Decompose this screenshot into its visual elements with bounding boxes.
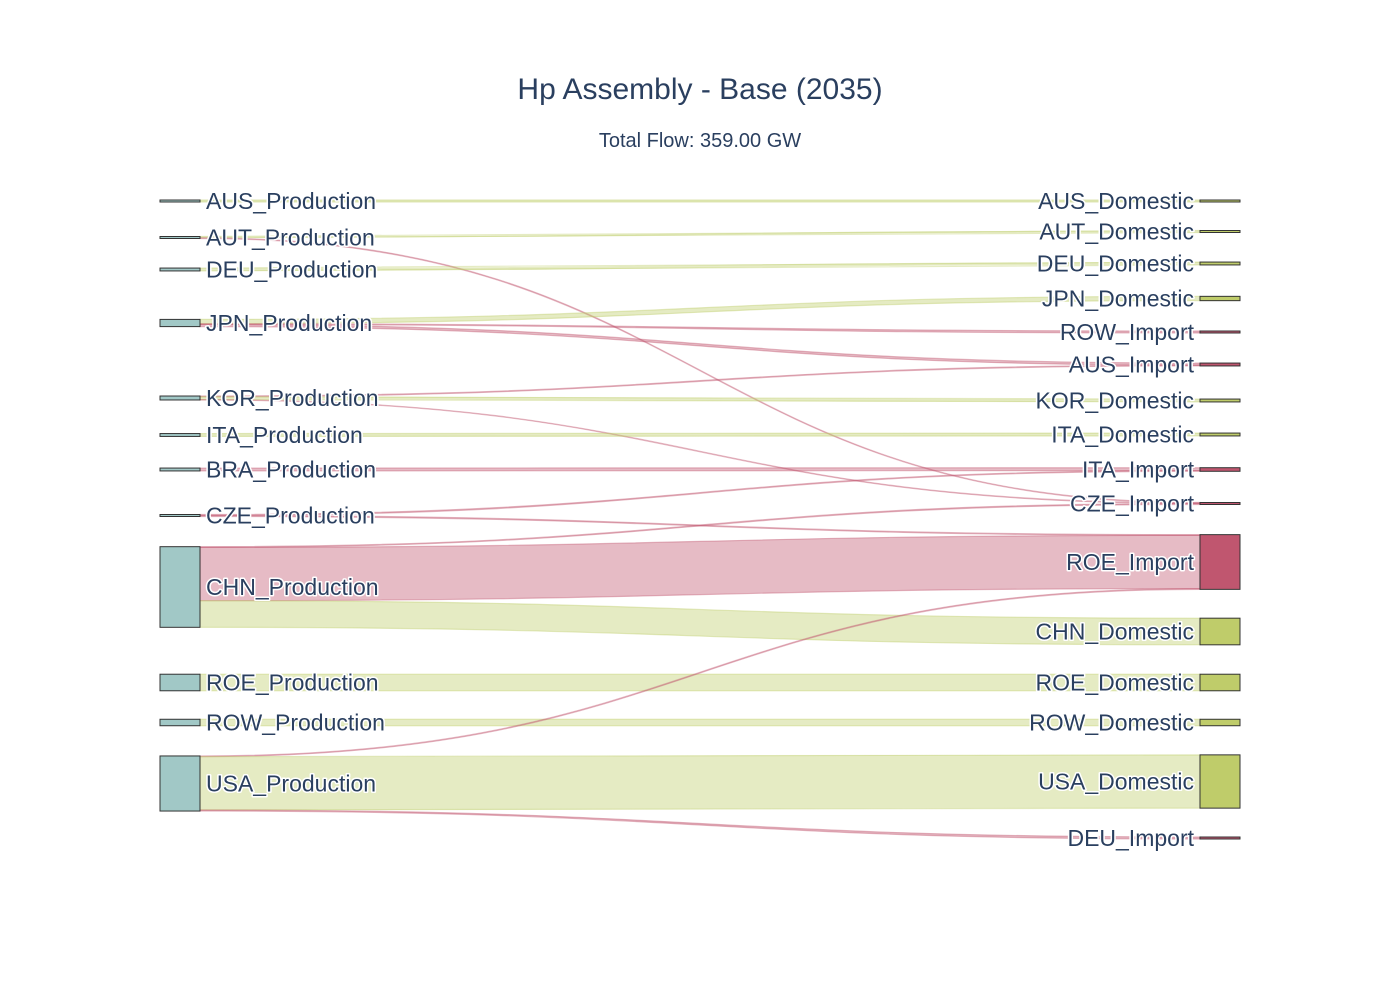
node-row-production bbox=[159, 718, 201, 727]
link-usa-production-to-deu-import bbox=[199, 809, 1201, 840]
node-jpn-production bbox=[159, 318, 201, 328]
node-label-jpn-production: JPN_Production bbox=[206, 310, 372, 336]
node-aut-domestic bbox=[1199, 230, 1241, 233]
node-label-row-domestic: ROW_Domestic bbox=[1029, 710, 1194, 736]
node-aus-domestic bbox=[1199, 199, 1241, 203]
node-chn-production bbox=[159, 546, 201, 628]
node-row-import bbox=[1199, 330, 1241, 334]
chart-title: Hp Assembly - Base (2035) bbox=[517, 73, 882, 106]
node-label-roe-import: ROE_Import bbox=[1066, 549, 1194, 575]
node-label-cze-import: CZE_Import bbox=[1070, 491, 1195, 517]
node-kor-production bbox=[159, 395, 201, 401]
node-label-ita-import: ITA_Import bbox=[1082, 457, 1195, 483]
labels-layer: AUS_Production AUT_Production DEU_Producti… bbox=[205, 187, 1197, 853]
nodes-layer bbox=[159, 199, 1241, 840]
node-label-chn-production: CHN_Production bbox=[206, 574, 379, 600]
node-label-kor-domestic: KOR_Domestic bbox=[1036, 388, 1194, 414]
node-row-domestic bbox=[1199, 718, 1241, 727]
node-label-row-production: ROW_Production bbox=[206, 710, 385, 736]
node-cze-production bbox=[159, 514, 201, 517]
node-roe-import bbox=[1199, 534, 1241, 590]
node-deu-production bbox=[159, 267, 201, 272]
node-aut-production bbox=[159, 236, 201, 239]
node-label-cze-production: CZE_Production bbox=[206, 503, 375, 529]
node-deu-import bbox=[1199, 836, 1241, 840]
node-usa-domestic bbox=[1199, 754, 1241, 809]
node-label-ita-domestic: ITA_Domestic bbox=[1051, 422, 1194, 448]
links-layer bbox=[199, 199, 1201, 840]
node-roe-production bbox=[159, 673, 201, 692]
node-label-aus-production: AUS_Production bbox=[206, 188, 376, 214]
node-label-usa-production: USA_Production bbox=[206, 771, 376, 797]
node-label-aut-domestic: AUT_Domestic bbox=[1039, 219, 1194, 245]
node-bra-production bbox=[159, 467, 201, 472]
node-label-usa-domestic: USA_Domestic bbox=[1038, 769, 1194, 795]
node-label-aut-production: AUT_Production bbox=[206, 225, 375, 251]
link-kor-production-to-cze-import bbox=[199, 399, 1201, 505]
node-ita-import bbox=[1199, 467, 1241, 472]
node-label-chn-domestic: CHN_Domestic bbox=[1036, 619, 1194, 645]
node-label-aus-domestic: AUS_Domestic bbox=[1038, 188, 1194, 214]
node-cze-import bbox=[1199, 502, 1241, 505]
node-label-row-import: ROW_Import bbox=[1060, 319, 1195, 345]
node-deu-domestic bbox=[1199, 261, 1241, 266]
node-ita-production bbox=[159, 433, 201, 437]
chart-subtitle: Total Flow: 359.00 GW bbox=[599, 130, 801, 152]
node-aus-production bbox=[159, 199, 201, 203]
node-label-ita-production: ITA_Production bbox=[206, 422, 363, 448]
node-label-bra-production: BRA_Production bbox=[206, 457, 376, 483]
node-label-deu-production: DEU_Production bbox=[206, 257, 377, 283]
node-ita-domestic bbox=[1199, 432, 1241, 437]
node-aus-import bbox=[1199, 362, 1241, 367]
node-label-kor-production: KOR_Production bbox=[206, 385, 379, 411]
node-label-roe-domestic: ROE_Domestic bbox=[1036, 670, 1194, 696]
node-label-deu-domestic: DEU_Domestic bbox=[1037, 251, 1194, 277]
node-label-aus-import: AUS_Import bbox=[1069, 352, 1195, 378]
node-chn-domestic bbox=[1199, 617, 1241, 646]
node-label-jpn-domestic: JPN_Domestic bbox=[1042, 286, 1194, 312]
node-usa-production bbox=[159, 755, 201, 812]
node-label-deu-import: DEU_Import bbox=[1067, 825, 1194, 851]
node-label-roe-production: ROE_Production bbox=[206, 670, 379, 696]
node-roe-domestic bbox=[1199, 673, 1241, 692]
node-jpn-domestic bbox=[1199, 295, 1241, 302]
node-kor-domestic bbox=[1199, 398, 1241, 403]
